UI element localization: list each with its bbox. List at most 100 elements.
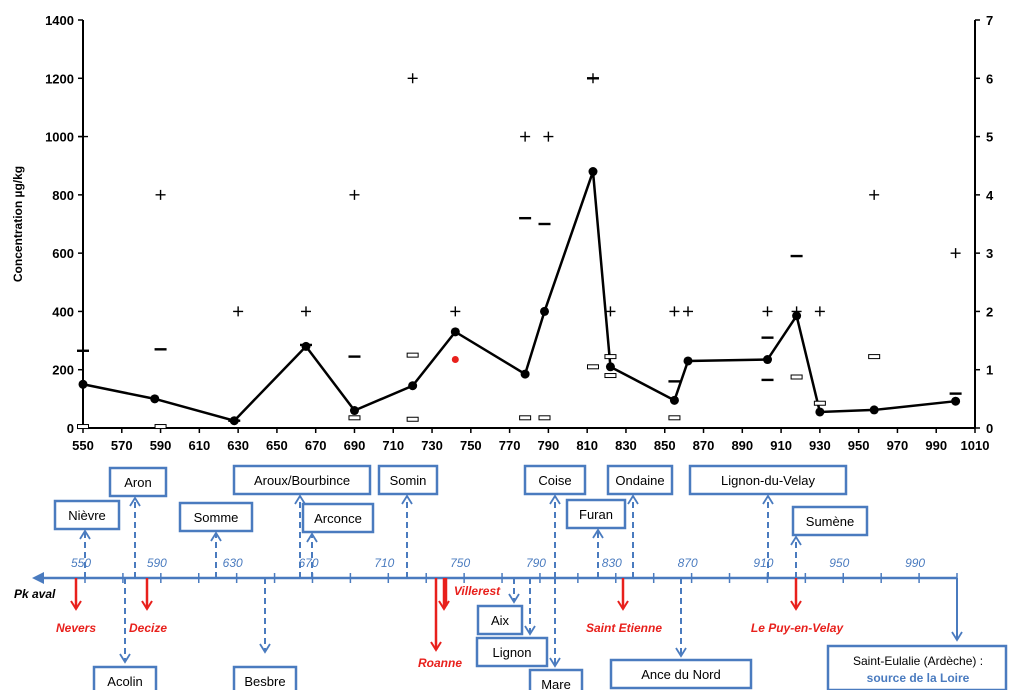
pk-tick-label: 750	[450, 556, 470, 570]
series-line	[82, 171, 956, 423]
tributary-lignon-du-velay-label: Lignon-du-Velay	[721, 473, 815, 488]
tributary-somin-label: Somin	[390, 473, 427, 488]
x-tick-label: 630	[227, 438, 249, 453]
data-point	[869, 405, 879, 415]
x-tick-label: 930	[809, 438, 831, 453]
tributary-below-arrow-2-arrowhead	[508, 593, 520, 604]
mean-marker	[761, 336, 774, 339]
x-tick-label: 870	[693, 438, 715, 453]
data-point	[301, 341, 311, 351]
tributary-lignon-label: Lignon	[492, 645, 531, 660]
x-tick-label: 1010	[961, 438, 990, 453]
pk-tick-label: 990	[905, 556, 925, 570]
city-arrowhead	[790, 600, 802, 611]
mean-marker	[538, 222, 551, 226]
max-marker	[683, 306, 694, 317]
x-tick-label: 610	[188, 438, 210, 453]
pk-tick-label: 550	[71, 556, 91, 570]
concentration-chart: 0 200 400 600 800 1000 1200 1400 0 1 2 3 4 5 6 7 550 570 5…	[11, 13, 994, 453]
tributary-lignon-box	[475, 636, 549, 668]
min-marker	[154, 424, 167, 430]
y2-tick-label: 1	[986, 363, 993, 378]
tributary-arrow-5-arrowhead	[401, 494, 413, 505]
river-axis-arrow	[32, 572, 44, 584]
pk-tick-label: 670	[298, 556, 318, 570]
tributary-somme-label: Somme	[194, 510, 239, 525]
tributary-coise-box	[523, 464, 587, 496]
tributary-arconce-label: Arconce	[314, 511, 362, 526]
min-marker	[790, 374, 803, 380]
tributary-lignon-du-velay-box	[688, 464, 848, 496]
city-arrowhead	[141, 600, 153, 611]
mean-marker	[586, 77, 599, 80]
max-marker	[950, 248, 961, 259]
tributary-arrow-1-arrowhead	[129, 496, 141, 507]
max-marker	[407, 73, 418, 84]
city-label: Villerest	[454, 584, 501, 598]
city-label: Le Puy-en-Velay	[751, 621, 845, 635]
data-point	[815, 407, 825, 417]
tributary-below-arrow-0-arrowhead	[119, 653, 131, 664]
data-point	[588, 167, 598, 177]
tributary-arrow-9-arrowhead	[762, 494, 774, 505]
tributary-mare-label: Mare	[541, 677, 571, 690]
tributary-furan-label: Furan	[579, 507, 613, 522]
tributary-ondaine-box	[606, 464, 674, 496]
data-point	[150, 394, 160, 404]
city-arrowhead	[430, 641, 442, 652]
pk-tick-label: 630	[223, 556, 243, 570]
data-point	[951, 396, 961, 406]
mean-marker	[77, 349, 89, 352]
x-tick-label: 830	[615, 438, 637, 453]
tributary-acolin-label: Acolin	[107, 674, 142, 689]
min-marker	[406, 352, 419, 358]
x-tick-label: 670	[305, 438, 327, 453]
river-diagram: Pk aval 550 590 630 670 710 750 790 830 870 910 950…	[14, 464, 1008, 690]
x-tick-label: 990	[925, 438, 947, 453]
max-marker	[450, 306, 461, 317]
data-point	[408, 381, 418, 391]
y-axis-label: Concentration µg/kg	[11, 166, 25, 282]
x-tick-label: 690	[344, 438, 366, 453]
tributary-ni-vre-box	[53, 499, 121, 531]
max-marker	[869, 189, 880, 200]
tributary-aix-label: Aix	[491, 613, 510, 628]
min-marker	[348, 415, 361, 421]
tributary-aron-label: Aron	[124, 475, 151, 490]
y-tick-label: 200	[52, 363, 74, 378]
min-marker	[538, 415, 551, 421]
city-arrowhead	[438, 600, 450, 611]
tributary-ni-vre-label: Nièvre	[68, 508, 106, 523]
min-marker	[586, 364, 599, 370]
mean-marker	[348, 355, 361, 358]
x-tick-label: 570	[111, 438, 133, 453]
tributary-below-arrow-1-arrowhead	[259, 643, 271, 654]
min-marker	[77, 424, 89, 430]
tributary-mare-box	[528, 668, 584, 690]
source-line1: Saint-Eulalie (Ardèche) :	[853, 654, 983, 668]
mean-marker	[519, 216, 532, 220]
x-tick-label: 770	[499, 438, 521, 453]
y-tick-label: 400	[52, 304, 74, 319]
y2-tick-label: 7	[986, 13, 993, 28]
tributary-arrow-2-arrowhead	[210, 531, 222, 542]
source-line2: source de la Loire	[867, 671, 970, 685]
max-marker	[233, 306, 244, 317]
tributary-arrow-4-arrowhead	[306, 532, 318, 543]
tributary-somme-box	[178, 501, 254, 533]
tributary-aroux-bourbince-label: Aroux/Bourbince	[254, 473, 350, 488]
tributary-arconce-box	[301, 502, 375, 534]
y2-tick-label: 0	[986, 421, 993, 436]
data-point	[763, 355, 773, 365]
max-marker	[543, 131, 554, 142]
city-label: Roanne	[418, 656, 462, 670]
max-marker	[78, 131, 88, 142]
max-marker	[814, 306, 825, 317]
x-tick-label: 710	[382, 438, 404, 453]
tributary-ance-du-nord-label: Ance du Nord	[641, 667, 721, 682]
x-tick-label: 910	[770, 438, 792, 453]
y-tick-label: 800	[52, 188, 74, 203]
red-point	[451, 356, 459, 364]
x-tick-label: 790	[538, 438, 560, 453]
tributary-aron-box	[108, 466, 168, 498]
